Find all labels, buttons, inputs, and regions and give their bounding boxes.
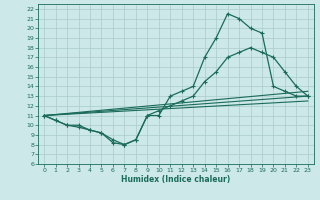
X-axis label: Humidex (Indice chaleur): Humidex (Indice chaleur)	[121, 175, 231, 184]
